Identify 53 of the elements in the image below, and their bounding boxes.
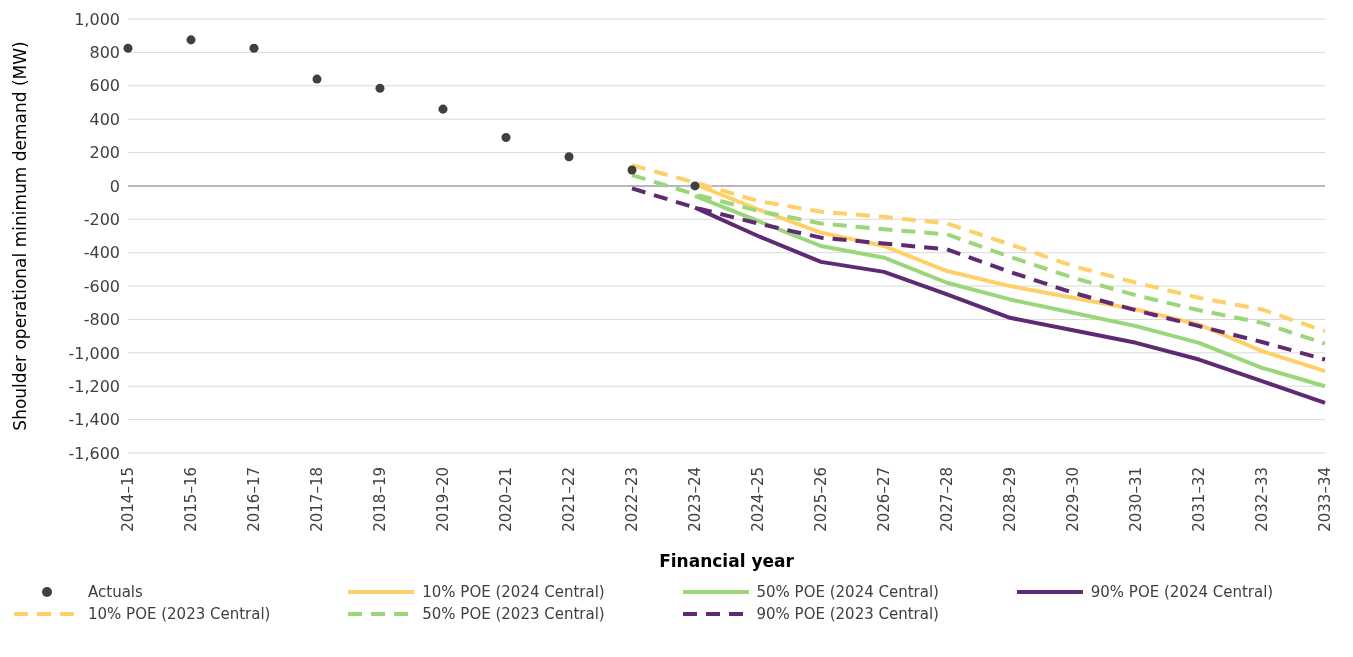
- y-tick-label: 1,000: [74, 9, 120, 29]
- y-tick-label: 200: [89, 143, 120, 163]
- x-tick-label: 2029–30: [1064, 467, 1082, 532]
- x-tick-label: 2021–22: [560, 467, 578, 532]
- x-tick-label: 2017–18: [308, 467, 326, 532]
- y-tick-label: 400: [89, 109, 120, 129]
- y-tick-label: -1,400: [68, 410, 120, 430]
- y-tick-label: 800: [89, 43, 120, 63]
- legend-label: 50% POE (2024 Central): [756, 583, 939, 601]
- x-tick-label: 2031–32: [1190, 467, 1208, 532]
- x-tick-label: 2025–26: [812, 467, 830, 532]
- x-tick-label: 2020–21: [497, 467, 515, 532]
- point: [312, 74, 322, 84]
- legend-label: 50% POE (2023 Central): [422, 605, 605, 623]
- y-axis-title: Shoulder operational minimum demand (MW): [10, 41, 31, 431]
- x-tick-label: 2014–15: [119, 467, 137, 532]
- y-tick-label: 0: [109, 176, 120, 196]
- x-tick-label: 2027–28: [938, 467, 956, 532]
- x-tick-label: 2028–29: [1001, 467, 1019, 532]
- legend-label: Actuals: [88, 583, 143, 601]
- point: [375, 83, 385, 93]
- y-tick-label: -1,200: [68, 376, 120, 396]
- x-tick-label: 2024–25: [749, 467, 767, 532]
- y-tick-label: 600: [89, 76, 120, 96]
- point: [249, 43, 259, 53]
- point: [438, 104, 448, 114]
- x-axis-title: Financial year: [659, 551, 795, 571]
- y-tick-label: -800: [83, 310, 120, 330]
- x-tick-label: 2019–20: [434, 467, 452, 532]
- y-tick-label: -1,000: [68, 343, 120, 363]
- x-tick-label: 2033–34: [1316, 467, 1334, 532]
- point: [501, 133, 511, 143]
- point: [627, 165, 637, 175]
- x-tick-label: 2015–16: [182, 467, 200, 532]
- point: [564, 152, 574, 162]
- x-tick-label: 2030–31: [1127, 467, 1145, 532]
- y-tick-label: -1,600: [68, 443, 120, 463]
- y-tick-label: -200: [83, 209, 120, 229]
- y-tick-label: -400: [83, 243, 120, 263]
- point: [186, 35, 196, 45]
- x-tick-label: 2023–24: [686, 467, 704, 532]
- x-tick-label: 2026–27: [875, 467, 893, 532]
- point: [123, 43, 133, 53]
- y-tick-label: -600: [83, 276, 120, 296]
- legend-label: 90% POE (2023 Central): [756, 605, 939, 623]
- legend-label: 90% POE (2024 Central): [1090, 583, 1274, 601]
- point: [690, 181, 700, 191]
- x-tick-label: 2022–23: [623, 467, 641, 532]
- x-tick-label: 2018–19: [371, 467, 389, 532]
- x-tick-label: 2016–17: [245, 467, 263, 532]
- x-tick-label: 2032–33: [1253, 467, 1271, 532]
- legend-label: 10% POE (2024 Central): [422, 583, 605, 601]
- legend-label: 10% POE (2023 Central): [88, 605, 271, 623]
